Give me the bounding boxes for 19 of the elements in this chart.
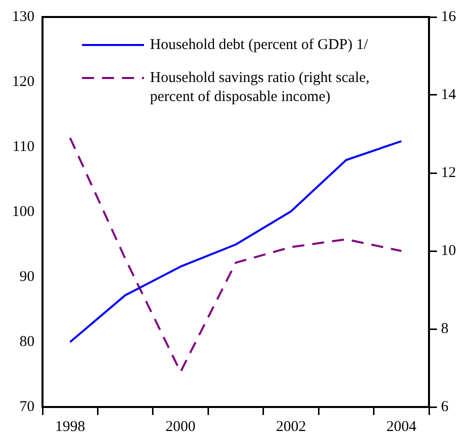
legend-label: Household debt (percent of GDP) 1/ bbox=[150, 36, 369, 55]
legend-label: Household savings ratio (right scale, percent of disposable income) bbox=[150, 69, 371, 107]
x-tick-label: 2004 bbox=[386, 418, 417, 435]
y2-tick-label: 8 bbox=[441, 320, 448, 337]
y2-tick-label: 12 bbox=[441, 164, 456, 181]
y2-tick-label: 16 bbox=[441, 8, 456, 25]
x-tick-label: 2000 bbox=[166, 418, 196, 435]
y2-tick-label: 14 bbox=[441, 86, 456, 103]
y-tick-label: 100 bbox=[12, 204, 34, 220]
y-tick-label: 70 bbox=[20, 398, 34, 415]
x-tick-label: 1998 bbox=[55, 418, 86, 435]
y-tick-label: 130 bbox=[12, 8, 34, 25]
y2-tick-label: 6 bbox=[441, 398, 449, 415]
y2-tick-label: 10 bbox=[441, 242, 456, 259]
y-tick-label: 110 bbox=[12, 138, 34, 155]
y-tick-label: 80 bbox=[20, 334, 34, 350]
y-tick-label: 120 bbox=[12, 74, 34, 90]
y-tick-label: 90 bbox=[20, 268, 34, 285]
x-tick-label: 2002 bbox=[276, 418, 306, 435]
